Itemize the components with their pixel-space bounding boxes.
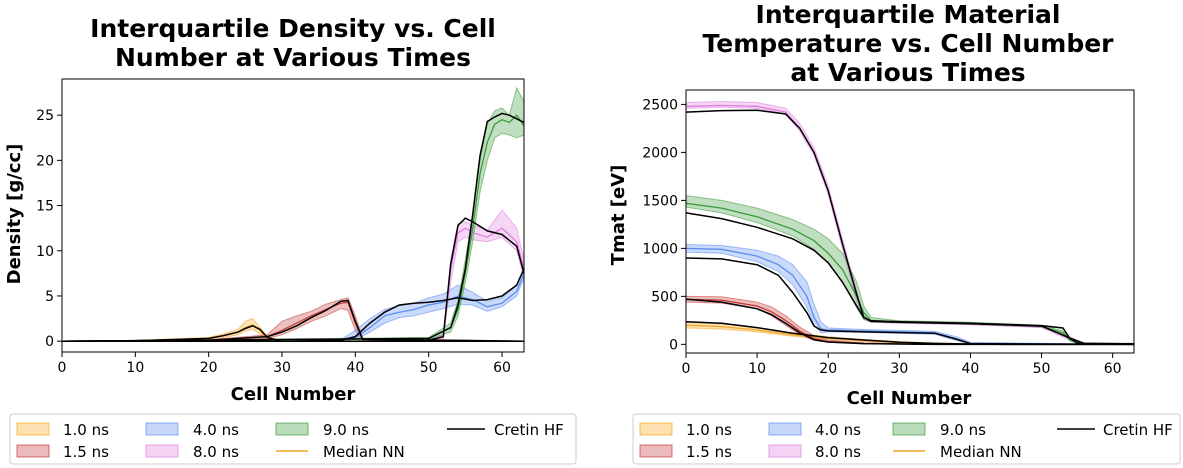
density-cretin-line-8-0-ns bbox=[62, 217, 525, 342]
tmat-y-tick-label: 500 bbox=[651, 289, 678, 305]
density-title-line-2: Number at Various Times bbox=[115, 43, 471, 72]
tmat-cretin-line-4-0-ns bbox=[685, 257, 1135, 346]
legend-label-1-0ns: 1.0 ns bbox=[63, 421, 109, 439]
tmat-y-tick-label: 2500 bbox=[642, 97, 678, 113]
tmat-x-tick-label: 0 bbox=[682, 361, 691, 377]
density-cretin-line-1-5-ns bbox=[61, 299, 525, 342]
density-x-tick-label: 60 bbox=[493, 360, 511, 376]
tmat-x-tick-label: 10 bbox=[748, 361, 766, 377]
legend-label-8-0ns: 8.0 ns bbox=[815, 443, 861, 461]
density-cretin-line-9-0-ns bbox=[61, 112, 525, 342]
legend-label-1-0ns: 1.0 ns bbox=[686, 421, 732, 439]
density-x-tick-label: 0 bbox=[58, 360, 67, 376]
tmat-y-tick-label: 2000 bbox=[642, 145, 678, 161]
legend-label-median-nn: Median NN bbox=[323, 443, 405, 461]
density-x-axis-label: Cell Number bbox=[231, 384, 356, 405]
density-axes-frame bbox=[61, 78, 525, 353]
legend-swatch-1-0ns bbox=[16, 422, 50, 436]
tmat-y-tick-label: 1500 bbox=[642, 193, 678, 209]
tmat-plot-area: 0 10 20 30 40 50 60 0 500 1000 1500 2000 2500 bbox=[642, 89, 1135, 377]
density-y-tick-label: 5 bbox=[45, 289, 54, 305]
tmat-chart: Interquartile Material Temperature vs. C… bbox=[608, 0, 1135, 409]
tmat-y-tick-label: 0 bbox=[669, 337, 678, 353]
density-cretin-line-1-0-ns bbox=[61, 324, 524, 342]
density-x-tick-label: 40 bbox=[346, 360, 364, 376]
legend-swatch-8-0ns bbox=[145, 444, 179, 458]
legend-label-4-0ns: 4.0 ns bbox=[815, 421, 861, 439]
tmat-title-line-2: Temperature vs. Cell Number bbox=[703, 29, 1115, 58]
legend-label-9-0ns: 9.0 ns bbox=[940, 421, 986, 439]
density-median-line-9-0-ns bbox=[61, 114, 525, 342]
legend-label-cretin-hf: Cretin HF bbox=[494, 421, 564, 439]
density-y-tick-label: 20 bbox=[36, 153, 54, 169]
legend-swatch-9-0ns bbox=[275, 422, 309, 436]
legend-label-1-5ns: 1.5 ns bbox=[686, 443, 732, 461]
density-median-line-4-0-ns bbox=[62, 273, 525, 342]
legend-label-cretin-hf: Cretin HF bbox=[1103, 421, 1173, 439]
density-y-tick-label: 25 bbox=[36, 108, 54, 124]
tmat-x-tick-label: 50 bbox=[1033, 361, 1051, 377]
legend-label-9-0ns: 9.0 ns bbox=[323, 421, 369, 439]
legend-swatch-1-0ns bbox=[639, 422, 673, 436]
tmat-title-line-1: Interquartile Material bbox=[756, 0, 1061, 29]
density-x-tick-label: 20 bbox=[200, 360, 218, 376]
tmat-x-tick-label: 40 bbox=[962, 361, 980, 377]
tmat-cretin-line-8-0-ns bbox=[685, 109, 1135, 345]
density-y-tick-label: 0 bbox=[45, 334, 54, 350]
density-x-tick-label: 30 bbox=[273, 360, 291, 376]
tmat-cretin-line-9-0-ns bbox=[685, 212, 1135, 345]
legend-label-1-5ns: 1.5 ns bbox=[63, 443, 109, 461]
tmat-x-tick-label: 30 bbox=[890, 361, 908, 377]
tmat-legend: 1.0 ns 1.5 ns 4.0 ns 8.0 ns 9.0 ns Media… bbox=[632, 413, 1181, 465]
density-x-tick-label: 10 bbox=[126, 360, 144, 376]
tmat-x-tick-label: 60 bbox=[1104, 361, 1122, 377]
tmat-cretin-line-1-5-ns bbox=[685, 298, 1134, 346]
tmat-axes-frame bbox=[685, 89, 1135, 354]
legend-label-8-0ns: 8.0 ns bbox=[193, 443, 239, 461]
legend-swatch-9-0ns bbox=[892, 422, 926, 436]
density-x-tick-label: 50 bbox=[420, 360, 438, 376]
tmat-x-tick-label: 20 bbox=[819, 361, 837, 377]
legend-frame bbox=[632, 413, 1181, 465]
legend-label-median-nn: Median NN bbox=[940, 443, 1022, 461]
density-legend: 1.0 ns 1.5 ns 4.0 ns 8.0 ns 9.0 ns Media… bbox=[9, 413, 577, 465]
density-y-tick-label: 10 bbox=[36, 244, 54, 260]
tmat-y-tick-label: 1000 bbox=[642, 241, 678, 257]
legend-swatch-1-5ns bbox=[16, 444, 50, 458]
tmat-y-axis-label: Tmat [eV] bbox=[608, 165, 629, 266]
density-plot-area: 0 10 20 30 40 50 60 0 5 10 15 20 25 bbox=[36, 78, 525, 376]
legend-frame bbox=[9, 413, 577, 465]
tmat-x-axis-label: Cell Number bbox=[847, 388, 972, 409]
legend-swatch-4-0ns bbox=[145, 422, 179, 436]
density-y-tick-label: 15 bbox=[36, 199, 54, 215]
density-y-axis-label: Density [g/cc] bbox=[4, 144, 25, 285]
legend-label-4-0ns: 4.0 ns bbox=[193, 421, 239, 439]
density-chart: Interquartile Density vs. Cell Number at… bbox=[4, 14, 525, 405]
legend-swatch-4-0ns bbox=[768, 422, 802, 436]
legend-swatch-1-5ns bbox=[639, 444, 673, 458]
density-title-line-1: Interquartile Density vs. Cell bbox=[90, 14, 496, 43]
legend-swatch-8-0ns bbox=[768, 444, 802, 458]
tmat-title-line-3: at Various Times bbox=[790, 58, 1025, 87]
